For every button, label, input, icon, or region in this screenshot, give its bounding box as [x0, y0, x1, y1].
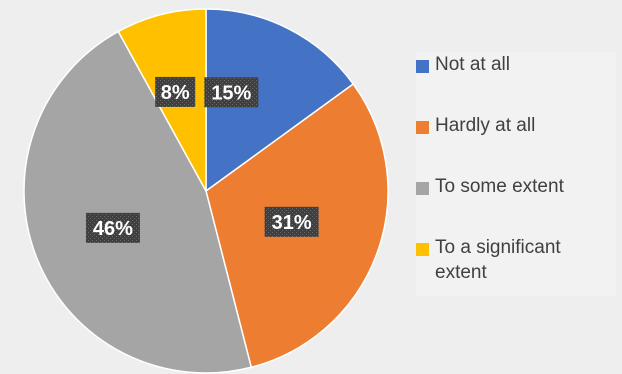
legend-label-not-at-all: Not at all: [435, 54, 510, 75]
legend: Not at all Hardly at all To some extent …: [416, 52, 616, 296]
legend-item-not-at-all: Not at all: [416, 52, 616, 113]
data-label-box: [204, 77, 259, 108]
pie-slice-to-some-extent: [23, 30, 253, 374]
data-label-text: 15%: [211, 82, 251, 104]
data-label-box: [155, 76, 196, 107]
legend-swatch-to-a-significant-extent: [416, 243, 429, 256]
legend-label-hardly-at-all: Hardly at all: [435, 115, 536, 136]
data-label-text: 46%: [93, 218, 133, 240]
legend-swatch-not-at-all: [416, 60, 429, 73]
legend-item-hardly-at-all: Hardly at all: [416, 113, 616, 174]
legend-swatch-to-some-extent: [416, 182, 429, 195]
legend-item-to-a-significant-extent: To a significant extent: [416, 235, 616, 296]
legend-swatch-hardly-at-all: [416, 121, 429, 134]
legend-label-to-some-extent: To some extent: [435, 176, 564, 197]
data-label-to-a-significant-extent: 8%: [155, 76, 196, 107]
legend-item-to-some-extent: To some extent: [416, 174, 616, 235]
data-label-to-some-extent: 46%: [85, 212, 140, 243]
data-label-text: 31%: [272, 212, 312, 234]
legend-label-to-a-significant-extent: To a significant extent: [435, 237, 561, 283]
data-label-text: 8%: [161, 82, 190, 104]
data-label-hardly-at-all: 31%: [264, 206, 319, 237]
pie-slice-not-at-all: [205, 8, 355, 193]
data-label-not-at-all: 15%: [204, 77, 259, 108]
data-label-box: [264, 206, 319, 237]
data-label-box: [85, 212, 140, 243]
